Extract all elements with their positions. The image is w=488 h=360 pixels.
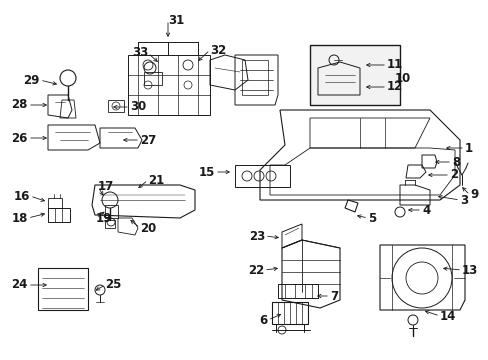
Text: 30: 30 <box>130 100 146 113</box>
Text: 16: 16 <box>14 189 30 202</box>
Text: 21: 21 <box>148 174 164 186</box>
Text: 31: 31 <box>168 13 184 27</box>
Text: 3: 3 <box>459 194 467 207</box>
Text: 25: 25 <box>105 279 121 292</box>
Text: 18: 18 <box>12 211 28 225</box>
Text: 29: 29 <box>23 73 40 86</box>
Text: 17: 17 <box>98 180 114 194</box>
Bar <box>309 45 399 105</box>
Text: 28: 28 <box>12 99 28 112</box>
Text: 27: 27 <box>140 134 156 147</box>
Text: 2: 2 <box>449 168 457 181</box>
Text: 26: 26 <box>12 131 28 144</box>
Bar <box>235 165 289 187</box>
Text: 4: 4 <box>421 203 429 216</box>
Text: 11: 11 <box>386 58 403 72</box>
Text: 7: 7 <box>329 289 337 302</box>
Text: 10: 10 <box>394 72 410 85</box>
Text: 24: 24 <box>12 279 28 292</box>
Text: 22: 22 <box>247 264 264 276</box>
Text: 5: 5 <box>367 211 375 225</box>
Text: 1: 1 <box>464 141 472 154</box>
Text: 20: 20 <box>140 221 156 234</box>
Text: 33: 33 <box>131 46 148 59</box>
Text: 23: 23 <box>248 230 264 243</box>
Text: 19: 19 <box>96 211 112 225</box>
Text: 9: 9 <box>469 189 477 202</box>
Text: 6: 6 <box>259 314 267 327</box>
Text: 32: 32 <box>209 44 226 57</box>
Text: 15: 15 <box>198 166 215 179</box>
Text: 14: 14 <box>439 310 455 323</box>
Text: 8: 8 <box>451 156 459 168</box>
Text: 12: 12 <box>386 81 403 94</box>
Text: 13: 13 <box>461 264 477 276</box>
